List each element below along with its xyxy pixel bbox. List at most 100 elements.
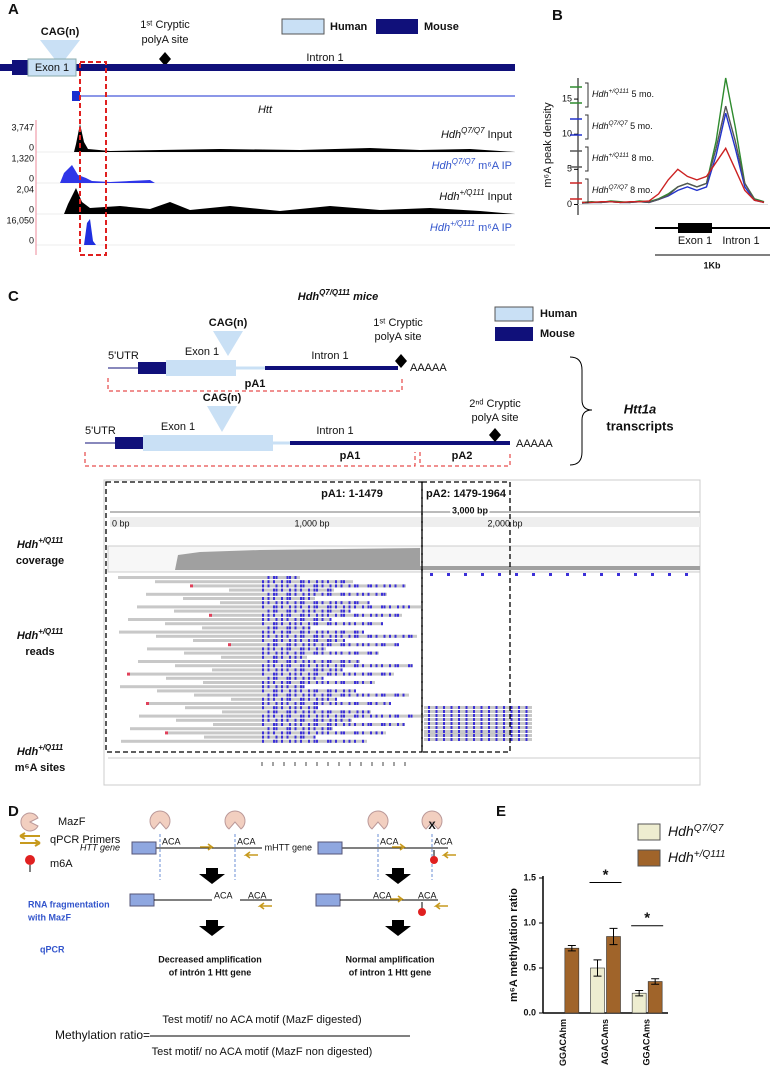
read-mismatch xyxy=(302,664,305,668)
read-mismatch xyxy=(273,739,275,743)
gene-box xyxy=(317,841,343,855)
read-mismatch xyxy=(343,739,345,743)
coverage xyxy=(420,566,700,570)
read-mismatch xyxy=(313,693,316,697)
read-mismatch xyxy=(321,651,324,655)
read-mismatch xyxy=(267,601,270,605)
read-mismatch xyxy=(327,739,329,743)
read-mismatch xyxy=(450,706,453,709)
read-mismatch xyxy=(267,702,270,705)
read-mismatch xyxy=(308,660,310,663)
read-mismatch xyxy=(408,634,410,638)
read-mismatch xyxy=(473,710,475,713)
read-mismatch xyxy=(316,651,318,655)
read-mismatch xyxy=(262,647,264,651)
read-mismatch xyxy=(356,584,359,588)
read-mismatch xyxy=(389,702,391,705)
read-mismatch xyxy=(275,609,278,613)
read-mismatch xyxy=(356,681,359,684)
read-mismatch xyxy=(443,726,445,729)
coverage-mark xyxy=(651,573,654,576)
read-mismatch xyxy=(510,722,513,725)
read-mismatch xyxy=(367,651,370,655)
read xyxy=(157,689,356,693)
read xyxy=(231,697,337,701)
read-mismatch xyxy=(289,660,291,663)
read-mismatch xyxy=(302,630,305,634)
read-mismatch xyxy=(289,597,291,600)
track-signal xyxy=(38,165,515,183)
read-mismatch xyxy=(480,710,483,713)
read-mismatch xyxy=(397,723,399,726)
read-mismatch xyxy=(465,718,468,721)
read-mismatch xyxy=(281,651,283,655)
read-mismatch xyxy=(286,693,289,697)
read-mismatch xyxy=(262,689,264,693)
read-mismatch xyxy=(370,731,372,735)
read-mismatch xyxy=(329,689,332,693)
read-mismatch xyxy=(340,634,343,638)
read-mismatch xyxy=(275,727,278,731)
read-mismatch xyxy=(443,710,445,713)
read-mismatch xyxy=(495,730,498,733)
read-mismatch xyxy=(302,660,305,663)
polya-tail: AAAAA xyxy=(410,362,447,374)
motif: ACA xyxy=(248,890,267,900)
read-mismatch xyxy=(362,630,364,634)
read-mismatch xyxy=(308,731,310,735)
read-mismatch xyxy=(267,718,270,722)
read-mismatch xyxy=(356,660,359,663)
read-mismatch xyxy=(367,584,370,588)
read-mismatch xyxy=(289,676,291,680)
read-mismatch xyxy=(394,613,397,617)
ruler-label: 3,000 bp xyxy=(452,505,489,515)
read xyxy=(193,639,345,642)
read-mismatch xyxy=(321,618,324,621)
read-mismatch xyxy=(354,723,356,726)
read-mismatch xyxy=(294,626,297,630)
read-mismatch xyxy=(370,664,372,668)
read-mismatch xyxy=(362,731,364,735)
read-mismatch xyxy=(316,731,318,735)
read-mismatch xyxy=(300,731,302,735)
read-mismatch xyxy=(302,618,305,621)
read-mismatch xyxy=(335,697,337,701)
read-mismatch xyxy=(286,668,289,672)
line xyxy=(582,146,765,204)
coverage-mark xyxy=(566,573,569,576)
read-mismatch xyxy=(473,738,475,741)
read-mismatch xyxy=(348,584,351,588)
read-mismatch xyxy=(273,643,275,647)
read-mismatch xyxy=(289,630,291,634)
read-mismatch xyxy=(308,626,310,630)
read xyxy=(202,626,311,630)
read-mismatch xyxy=(302,681,305,684)
read-mismatch xyxy=(275,592,278,596)
read-mismatch xyxy=(289,639,291,642)
read-mismatch xyxy=(473,706,475,709)
read-mismatch xyxy=(262,597,264,600)
primer xyxy=(441,851,456,859)
read-mismatch xyxy=(267,664,270,668)
read-mismatch xyxy=(356,664,359,668)
read xyxy=(211,613,402,617)
read-mismatch xyxy=(300,613,302,617)
read-mismatch xyxy=(335,681,337,684)
read-mismatch xyxy=(465,722,468,725)
read-mismatch xyxy=(383,723,386,726)
read-mismatch xyxy=(273,647,275,651)
read-mismatch xyxy=(335,634,337,638)
cag-triangle xyxy=(40,40,80,66)
read-mismatch xyxy=(294,723,297,726)
polya-label: 2ⁿᵈ Cryptic xyxy=(469,398,521,410)
read-mismatch xyxy=(329,739,332,743)
utr-label: 5'UTR xyxy=(108,350,139,362)
intron-line xyxy=(290,441,510,445)
pa-label: pA2 xyxy=(452,450,473,462)
read-mismatch xyxy=(286,647,289,651)
read-mismatch xyxy=(316,618,318,621)
panel-label: E xyxy=(496,803,506,820)
read xyxy=(129,672,394,676)
read-mismatch xyxy=(410,714,413,718)
read-mismatch xyxy=(316,647,318,651)
